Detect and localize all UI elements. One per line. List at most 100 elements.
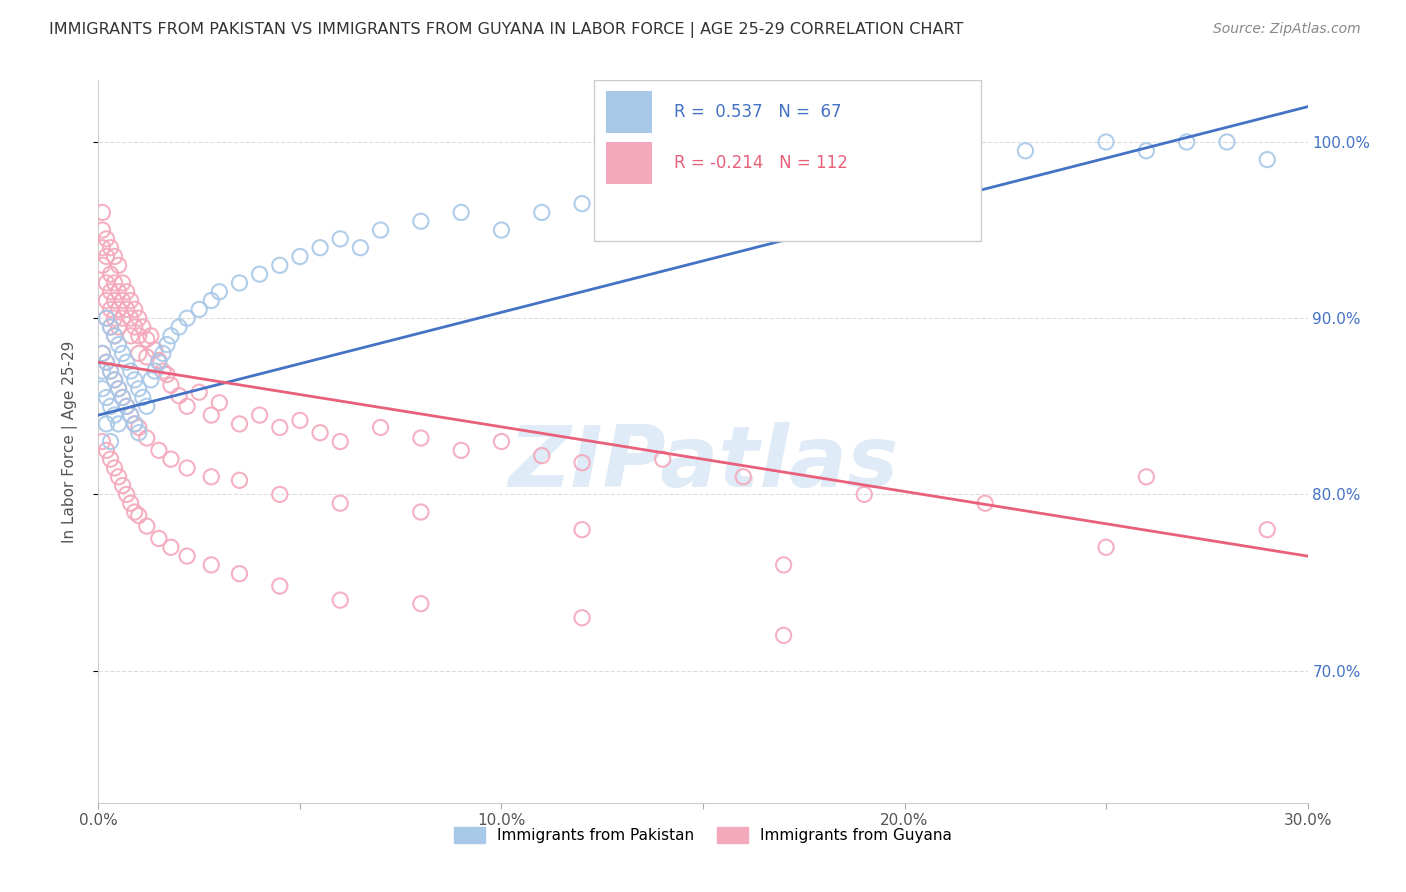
- Point: [107, 470, 129, 484]
- Point: [1135, 144, 1157, 158]
- Point: [103, 293, 125, 308]
- Point: [160, 378, 183, 392]
- Point: [249, 267, 271, 281]
- Point: [1095, 135, 1118, 149]
- Point: [124, 373, 146, 387]
- Point: [148, 532, 170, 546]
- Point: [135, 399, 157, 413]
- Point: [124, 505, 146, 519]
- Point: [96, 443, 118, 458]
- Point: [651, 452, 673, 467]
- FancyBboxPatch shape: [606, 142, 652, 184]
- Point: [160, 541, 183, 555]
- Point: [148, 443, 170, 458]
- Point: [1014, 144, 1036, 158]
- Point: [115, 399, 138, 413]
- Point: [96, 232, 118, 246]
- Point: [115, 399, 138, 413]
- Point: [1095, 541, 1118, 555]
- Text: R =  0.537   N =  67: R = 0.537 N = 67: [673, 103, 841, 121]
- Point: [934, 161, 956, 176]
- Point: [813, 161, 835, 176]
- Point: [530, 205, 553, 219]
- Point: [91, 364, 114, 378]
- Point: [107, 337, 129, 351]
- Point: [409, 597, 432, 611]
- Point: [228, 566, 250, 581]
- Text: ZIPatlas: ZIPatlas: [508, 422, 898, 505]
- Point: [288, 413, 311, 427]
- Point: [228, 473, 250, 487]
- Point: [91, 346, 114, 360]
- Point: [111, 478, 134, 492]
- Point: [329, 593, 352, 607]
- Point: [309, 425, 332, 440]
- Point: [143, 343, 166, 357]
- Point: [107, 320, 129, 334]
- Point: [103, 311, 125, 326]
- Point: [893, 153, 915, 167]
- Point: [249, 408, 271, 422]
- FancyBboxPatch shape: [595, 80, 981, 242]
- Point: [128, 425, 150, 440]
- Point: [111, 391, 134, 405]
- Point: [309, 241, 332, 255]
- Point: [100, 320, 122, 334]
- Point: [288, 250, 311, 264]
- Point: [188, 302, 211, 317]
- Point: [571, 611, 593, 625]
- Point: [148, 355, 170, 369]
- Point: [91, 434, 114, 449]
- Point: [103, 250, 125, 264]
- Point: [96, 417, 118, 431]
- Point: [128, 508, 150, 523]
- Point: [103, 373, 125, 387]
- Point: [100, 241, 122, 255]
- Point: [772, 179, 794, 194]
- Point: [135, 350, 157, 364]
- Point: [96, 355, 118, 369]
- Text: R = -0.214   N = 112: R = -0.214 N = 112: [673, 153, 848, 171]
- Point: [100, 267, 122, 281]
- Point: [100, 434, 122, 449]
- Point: [100, 399, 122, 413]
- Point: [450, 443, 472, 458]
- Point: [103, 276, 125, 290]
- Point: [772, 628, 794, 642]
- Point: [111, 276, 134, 290]
- Point: [103, 408, 125, 422]
- Point: [176, 399, 198, 413]
- Point: [148, 353, 170, 368]
- Point: [156, 337, 179, 351]
- Point: [128, 328, 150, 343]
- Point: [111, 346, 134, 360]
- Point: [124, 302, 146, 317]
- Point: [96, 311, 118, 326]
- Point: [200, 408, 222, 422]
- Point: [120, 408, 142, 422]
- Point: [329, 434, 352, 449]
- Point: [612, 196, 634, 211]
- Point: [1256, 153, 1278, 167]
- Point: [120, 496, 142, 510]
- Point: [96, 276, 118, 290]
- Point: [103, 328, 125, 343]
- Point: [143, 364, 166, 378]
- Point: [115, 355, 138, 369]
- Point: [120, 408, 142, 422]
- Point: [1256, 523, 1278, 537]
- Point: [100, 364, 122, 378]
- Point: [269, 258, 291, 272]
- Point: [111, 391, 134, 405]
- Point: [491, 434, 513, 449]
- Point: [228, 276, 250, 290]
- Point: [200, 558, 222, 572]
- Text: Source: ZipAtlas.com: Source: ZipAtlas.com: [1213, 22, 1361, 37]
- Point: [853, 487, 876, 501]
- Point: [491, 223, 513, 237]
- Point: [91, 346, 114, 360]
- Point: [120, 293, 142, 308]
- Point: [91, 382, 114, 396]
- Point: [160, 328, 183, 343]
- Point: [208, 396, 231, 410]
